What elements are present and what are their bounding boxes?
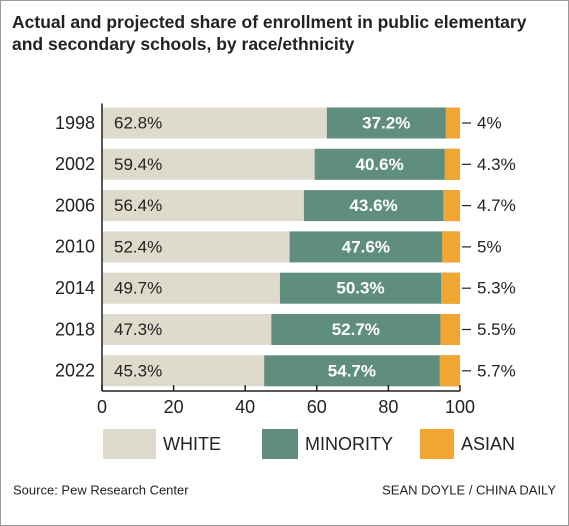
legend-label: MINORITY bbox=[305, 434, 393, 454]
bar-asian bbox=[445, 107, 460, 139]
value-label: 37.2% bbox=[362, 113, 410, 132]
bar-minority bbox=[279, 272, 460, 304]
y-tick-label: 2002 bbox=[55, 154, 95, 174]
y-tick-label: 2010 bbox=[55, 237, 95, 257]
value-label: 62.8% bbox=[114, 113, 162, 132]
bar-white bbox=[102, 355, 265, 387]
bar-minority bbox=[314, 148, 460, 180]
value-label: 5.5% bbox=[477, 320, 516, 339]
legend-label: WHITE bbox=[163, 434, 221, 454]
value-label: 47.6% bbox=[342, 237, 390, 256]
chart-title: Actual and projected share of enrollment… bbox=[12, 12, 527, 54]
value-label: 43.6% bbox=[349, 196, 397, 215]
legend-swatch bbox=[262, 429, 298, 459]
value-label: 52.7% bbox=[332, 320, 380, 339]
value-label: 40.6% bbox=[356, 155, 404, 174]
value-label: 4% bbox=[477, 113, 502, 132]
x-tick-label: 80 bbox=[378, 397, 398, 417]
value-label: 5% bbox=[477, 237, 502, 256]
x-tick-label: 100 bbox=[445, 397, 475, 417]
bar-asian bbox=[439, 355, 460, 387]
y-tick-label: 2018 bbox=[55, 319, 95, 339]
legend-swatch bbox=[103, 429, 156, 459]
legend-swatch bbox=[420, 429, 454, 459]
bar-minority bbox=[289, 231, 460, 263]
bar-white bbox=[102, 190, 304, 222]
source: Source: Pew Research Center bbox=[13, 482, 189, 497]
legend-label: ASIAN bbox=[461, 434, 515, 454]
bar-minority bbox=[303, 190, 460, 222]
y-tick-label: 2014 bbox=[55, 278, 95, 298]
bar-white bbox=[102, 148, 315, 180]
value-label: 5.3% bbox=[477, 279, 516, 298]
bar-asian bbox=[444, 148, 460, 180]
bar-asian bbox=[440, 314, 460, 345]
y-tick-label: 2006 bbox=[55, 195, 95, 215]
x-tick-label: 40 bbox=[235, 397, 255, 417]
value-label: 47.3% bbox=[114, 320, 162, 339]
value-label: 45.3% bbox=[114, 361, 162, 380]
value-label: 4.3% bbox=[477, 155, 516, 174]
value-label: 59.4% bbox=[114, 155, 162, 174]
bar-asian bbox=[443, 190, 460, 222]
value-label: 52.4% bbox=[114, 237, 162, 256]
y-tick-label: 2022 bbox=[55, 361, 95, 381]
bar-minority bbox=[326, 107, 460, 139]
credit: SEAN DOYLE / CHINA DAILY bbox=[382, 482, 556, 497]
bar-minority bbox=[271, 314, 460, 345]
value-label: 4.7% bbox=[477, 196, 516, 215]
x-tick-label: 20 bbox=[164, 397, 184, 417]
value-label: 5.7% bbox=[477, 361, 516, 380]
x-tick-label: 0 bbox=[97, 397, 107, 417]
value-label: 56.4% bbox=[114, 196, 162, 215]
bar-white bbox=[102, 107, 327, 139]
bar-asian bbox=[442, 231, 460, 263]
value-label: 49.7% bbox=[114, 279, 162, 298]
bar-white bbox=[102, 272, 280, 304]
x-tick-label: 60 bbox=[307, 397, 327, 417]
bar-white bbox=[102, 314, 272, 345]
y-tick-label: 1998 bbox=[55, 113, 95, 133]
bar-minority bbox=[264, 355, 460, 387]
bar-asian bbox=[441, 272, 460, 304]
value-label: 54.7% bbox=[328, 361, 376, 380]
bar-white bbox=[102, 231, 290, 263]
value-label: 50.3% bbox=[336, 279, 384, 298]
